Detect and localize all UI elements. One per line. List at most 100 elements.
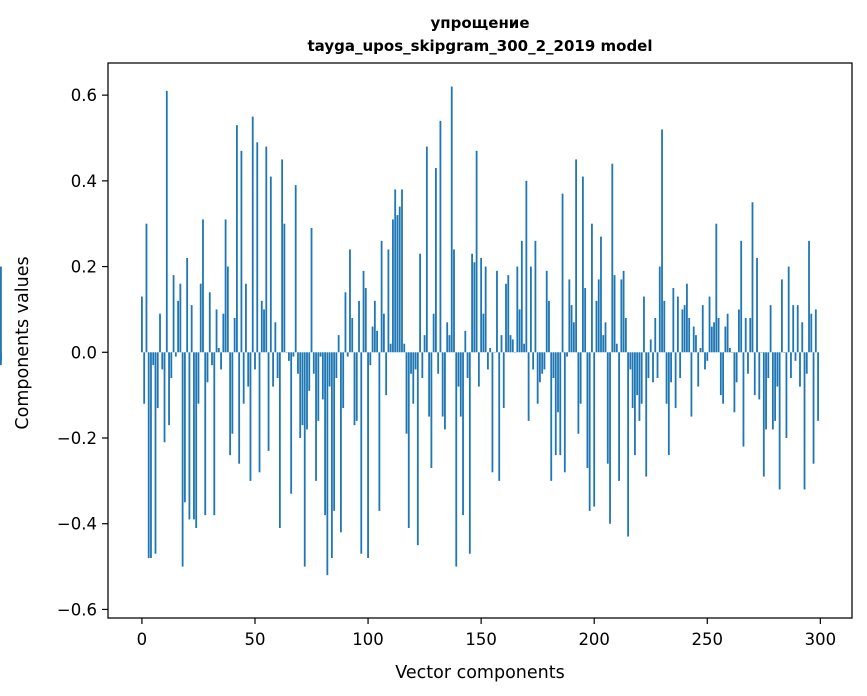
bar xyxy=(487,352,489,370)
bar xyxy=(688,318,691,353)
bar xyxy=(620,279,623,353)
bar xyxy=(466,352,469,378)
bar xyxy=(340,352,342,533)
bar xyxy=(656,352,659,378)
y-axis-ticks: −0.6 −0.4 −0.2 0.0 0.2 0.4 0.6 xyxy=(57,86,108,619)
bar xyxy=(541,352,544,374)
bar xyxy=(792,305,795,353)
bar xyxy=(765,352,767,430)
bar xyxy=(208,292,211,353)
bar xyxy=(586,352,589,468)
bar xyxy=(335,352,338,378)
bar xyxy=(799,352,801,387)
bar xyxy=(378,352,381,511)
bar xyxy=(367,352,369,558)
bar xyxy=(260,300,263,353)
bar xyxy=(430,352,433,468)
bar xyxy=(649,339,652,353)
bar xyxy=(810,313,813,353)
bar xyxy=(676,296,679,353)
y-axis-label: Components values xyxy=(13,256,33,429)
bar xyxy=(785,352,788,438)
bar xyxy=(150,352,152,558)
bar xyxy=(640,352,643,404)
bar xyxy=(581,176,584,353)
bar xyxy=(713,322,715,353)
bar xyxy=(441,352,444,417)
bar xyxy=(147,352,150,558)
bar xyxy=(654,318,657,353)
bar xyxy=(278,352,281,528)
bar xyxy=(193,352,195,520)
bar xyxy=(692,326,695,353)
bar xyxy=(240,150,243,353)
bar xyxy=(376,330,379,353)
bar xyxy=(215,309,218,353)
bar xyxy=(174,352,177,357)
bar xyxy=(288,352,290,361)
bar xyxy=(663,300,666,353)
bar xyxy=(435,168,437,353)
bar xyxy=(462,352,464,516)
bar xyxy=(310,228,313,353)
bar xyxy=(683,305,686,353)
bar xyxy=(726,313,729,353)
bar xyxy=(710,326,713,353)
bar xyxy=(403,343,406,353)
bar xyxy=(652,352,654,383)
bar xyxy=(808,240,810,353)
bar xyxy=(697,352,700,387)
x-axis-ticks: 0 50 100 150 200 250 300 xyxy=(137,618,836,649)
bar xyxy=(769,305,772,353)
bar xyxy=(665,352,668,404)
bar xyxy=(333,352,336,511)
bar xyxy=(588,352,591,511)
bar xyxy=(464,330,467,353)
chart-title-line1: упрощение xyxy=(431,14,530,32)
bar xyxy=(450,86,453,353)
bar xyxy=(690,352,693,417)
bar xyxy=(197,352,200,404)
bar xyxy=(330,352,333,558)
bar xyxy=(715,223,718,353)
bar xyxy=(473,262,476,353)
chart-title-line2: tayga_upos_skipgram_300_2_2019 model xyxy=(308,37,653,55)
bar xyxy=(369,352,372,366)
bar xyxy=(609,352,611,524)
bar xyxy=(563,352,566,473)
bar xyxy=(342,352,345,408)
bar xyxy=(606,352,609,464)
bar xyxy=(627,352,630,537)
bar xyxy=(774,352,777,421)
bar xyxy=(428,352,431,417)
bar xyxy=(527,352,530,421)
bar xyxy=(543,352,546,370)
bar xyxy=(812,352,815,464)
bar xyxy=(358,300,360,353)
bar xyxy=(405,352,408,434)
y-tick-label: 0.0 xyxy=(71,343,97,362)
bar xyxy=(457,352,460,387)
bar xyxy=(254,352,256,370)
bar xyxy=(222,313,225,353)
bar xyxy=(507,275,510,353)
bar xyxy=(389,343,392,353)
bar xyxy=(539,352,541,383)
bar xyxy=(735,352,738,383)
bar xyxy=(704,352,706,370)
bar xyxy=(407,352,410,528)
bar xyxy=(577,352,580,434)
bar xyxy=(604,322,607,353)
bar xyxy=(749,318,752,353)
bar xyxy=(532,352,535,370)
bar xyxy=(511,339,514,353)
bar xyxy=(188,352,191,520)
bar xyxy=(199,283,202,353)
bar xyxy=(297,352,299,374)
bar xyxy=(159,313,161,353)
bar xyxy=(529,266,532,353)
bar xyxy=(238,352,241,464)
bar xyxy=(572,322,575,353)
bar xyxy=(294,185,297,353)
bar xyxy=(206,352,209,383)
